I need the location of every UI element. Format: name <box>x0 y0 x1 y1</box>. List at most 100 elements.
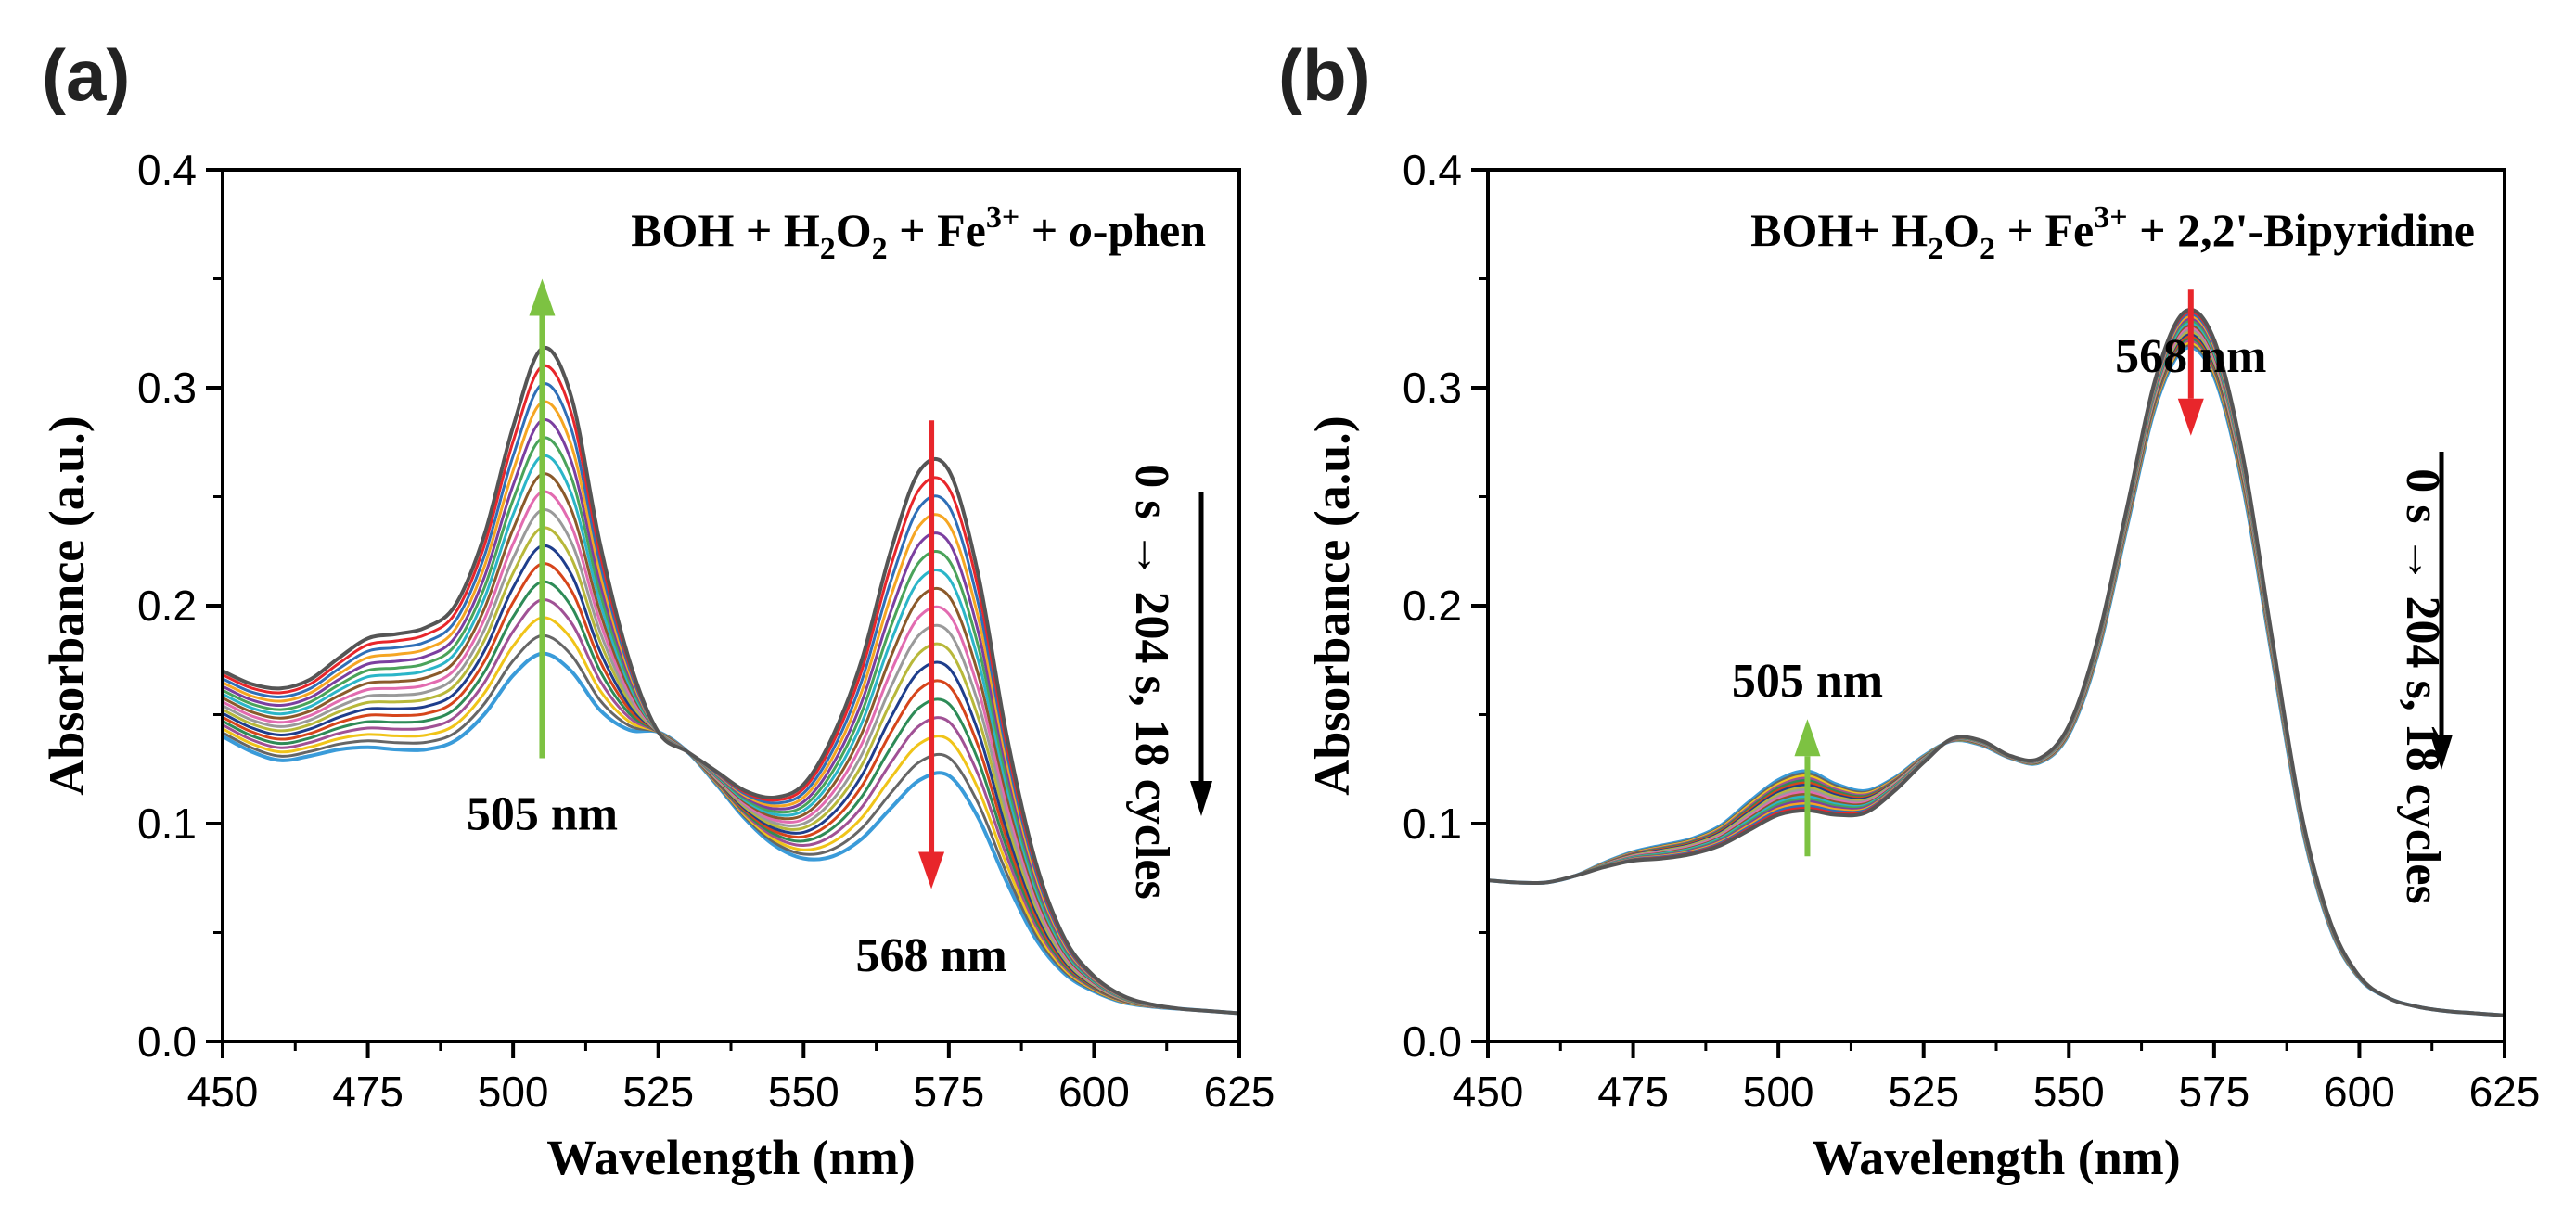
x-tick-label: 500 <box>478 1068 549 1116</box>
x-tick-label: 600 <box>1058 1068 1130 1116</box>
y-axis: 0.0 0.1 0.2 0.3 0.4 Absorbance (a.u.) <box>39 146 223 1066</box>
x-tick-label: 550 <box>2033 1068 2105 1116</box>
peak-arrow-head <box>918 851 945 889</box>
x-tick-label: 450 <box>1453 1068 1524 1116</box>
x-axis: 450 475 500 525 550 575 600 625 Wavelength (nm) <box>1453 1042 2541 1185</box>
x-tick-label: 625 <box>2469 1068 2541 1116</box>
y-axis-label: Absorbance (a.u.) <box>39 416 95 796</box>
spectrum-line <box>1488 319 2505 1017</box>
x-tick-label: 600 <box>2324 1068 2395 1116</box>
y-axis-label: Absorbance (a.u.) <box>1304 416 1360 796</box>
annotation-part: O <box>1943 204 1980 256</box>
annotation-part: 2 <box>1980 232 1995 266</box>
panel-a: (a) 450 475 500 525 550 575 600 625 Wavelength (n… <box>39 34 1275 1185</box>
panel-b: (b) 450 475 500 525 550 575 600 625 Wavelength (n… <box>1278 34 2540 1185</box>
y-tick-label: 0.0 <box>1403 1017 1462 1066</box>
annotation-part: + Fe <box>888 204 986 256</box>
cycles-annotation: 0 s → 204 s, 18 cycles <box>1125 464 1178 899</box>
annotation-part: 3+ <box>2094 200 2127 235</box>
x-tick-label: 475 <box>332 1068 404 1116</box>
x-tick-label: 525 <box>622 1068 694 1116</box>
y-tick-label: 0.1 <box>137 799 197 848</box>
x-tick-label: 475 <box>1597 1068 1669 1116</box>
spectrum-line <box>1488 332 2505 1017</box>
reaction-annotation: BOH + H2O2 + Fe3+ + o-phen <box>631 200 1206 266</box>
x-axis-label: Wavelength (nm) <box>1812 1130 2181 1185</box>
spectrum-line <box>1488 314 2505 1017</box>
annotation-part: 3+ <box>986 200 1019 235</box>
annotation-part: -phen <box>1093 204 1206 256</box>
x-tick-label: 625 <box>1204 1068 1275 1116</box>
y-tick-label: 0.2 <box>1403 582 1462 630</box>
annotation-part: BOH + H <box>631 204 820 256</box>
spectrum-line <box>223 544 1239 1015</box>
peak-arrow-head <box>1794 719 1821 757</box>
annotation-part: 2 <box>1928 232 1943 266</box>
spectrum-line <box>223 418 1239 1015</box>
cycles-arrow-head <box>1190 781 1212 816</box>
y-tick-label: 0.3 <box>1403 364 1462 412</box>
x-tick-label: 575 <box>2178 1068 2249 1116</box>
spectra-series <box>1488 308 2505 1017</box>
annotation-part: + <box>1019 204 1070 256</box>
peak-label: 505 nm <box>1732 655 1883 708</box>
y-tick-label: 0.4 <box>1403 146 1462 194</box>
x-tick-label: 525 <box>1888 1068 1959 1116</box>
spectrum-line <box>1488 339 2505 1017</box>
reaction-annotation: BOH+ H2O2 + Fe3+ + 2,2'-Bipyridine <box>1750 200 2475 266</box>
y-tick-label: 0.4 <box>137 146 197 194</box>
y-axis: 0.0 0.1 0.2 0.3 0.4 Absorbance (a.u.) <box>1304 146 1488 1066</box>
spectrum-line <box>1488 345 2505 1017</box>
peak-label: 568 nm <box>2115 330 2266 383</box>
plot-frame <box>1486 168 2506 1043</box>
peak-label: 568 nm <box>855 929 1006 982</box>
x-tick-label: 450 <box>187 1068 259 1116</box>
plot-frame <box>221 168 1241 1043</box>
y-tick-label: 0.2 <box>137 582 197 630</box>
y-tick-label: 0.1 <box>1403 799 1462 848</box>
spectrum-line <box>1488 317 2505 1017</box>
y-tick-label: 0.3 <box>137 364 197 412</box>
spectra-series <box>223 345 1239 1016</box>
annotation-part: + Fe <box>1995 204 2094 256</box>
spectrum-line <box>1488 341 2505 1017</box>
annotation-part: 2 <box>872 232 888 266</box>
x-axis-label: Wavelength (nm) <box>546 1130 916 1185</box>
x-tick-label: 550 <box>768 1068 839 1116</box>
y-tick-label: 0.0 <box>137 1017 197 1066</box>
cycles-arrow-head <box>2430 735 2453 770</box>
peak-label: 505 nm <box>467 787 618 840</box>
peak-arrow-head <box>529 278 556 316</box>
annotation-part: 2 <box>820 232 836 266</box>
annotation-part: o <box>1070 204 1093 256</box>
panel-label: (a) <box>42 34 130 116</box>
spectrum-line <box>223 345 1239 1016</box>
spectrum-line <box>1488 313 2505 1017</box>
spectrum-line <box>223 508 1239 1015</box>
annotation-part: BOH+ H <box>1750 204 1928 256</box>
peak-arrow-head <box>2177 398 2204 436</box>
spectrum-line <box>1488 337 2505 1017</box>
spectrum-line <box>1488 335 2505 1017</box>
spectrum-line <box>1488 310 2505 1017</box>
spectrum-line <box>223 633 1239 1015</box>
spectrum-line <box>223 526 1239 1015</box>
x-tick-label: 575 <box>913 1068 984 1116</box>
spectrum-line <box>1488 326 2505 1017</box>
annotation-part: + 2,2'-Bipyridine <box>2128 204 2475 256</box>
spectrum-line <box>1488 324 2505 1017</box>
spectrum-line <box>223 436 1239 1015</box>
annotation-part: O <box>836 204 872 256</box>
x-axis: 450 475 500 525 550 575 600 625 Wavelength (nm) <box>187 1042 1275 1185</box>
spectrum-line <box>1488 308 2505 1017</box>
spectrum-line <box>223 382 1239 1015</box>
spectrum-line <box>1488 343 2505 1017</box>
spectrum-line <box>223 490 1239 1015</box>
panel-label: (b) <box>1278 34 1371 116</box>
spectrum-line <box>223 472 1239 1015</box>
spectrum-line <box>1488 327 2505 1017</box>
spectrum-line <box>1488 330 2505 1017</box>
spectrum-line <box>1488 321 2505 1017</box>
x-tick-label: 500 <box>1743 1068 1814 1116</box>
